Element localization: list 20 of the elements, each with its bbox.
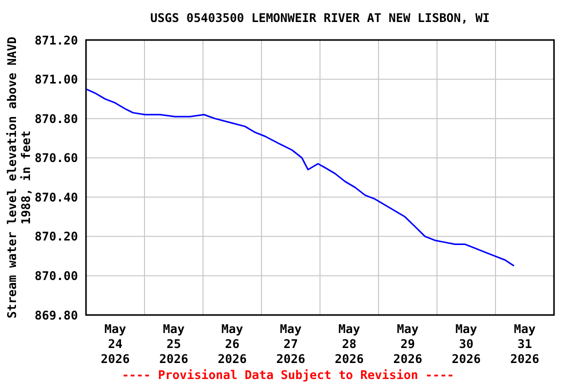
- y-tick-label: 871.00: [34, 72, 78, 87]
- x-tick-label: May 27 2026: [276, 322, 306, 366]
- x-tick-label: May 30 2026: [452, 322, 481, 366]
- chart-title: USGS 05403500 LEMONWEIR RIVER AT NEW LISBON, WI: [149, 11, 491, 25]
- y-tick-label: 870.00: [34, 268, 78, 283]
- x-tick-label: May 31 2026: [510, 322, 540, 366]
- x-tick-label: May 29 2026: [393, 322, 422, 366]
- text: ---- Provisional Data Subject to Revision ----: [120, 368, 456, 382]
- x-tick-label: May 26 2026: [218, 322, 247, 366]
- y-tick-label: 869.80: [34, 308, 78, 322]
- y-tick-label: 870.60: [34, 151, 78, 166]
- y-tick-label: 870.40: [34, 190, 78, 204]
- y-tick-label: 870.80: [34, 112, 78, 126]
- y-axis-title: Stream water level elevation above NAVD 1988, in feet: [5, 36, 33, 318]
- y-tick-label: 870.20: [34, 230, 78, 244]
- y-tick-label: 871.20: [34, 33, 78, 48]
- x-tick-label: May 25 2026: [159, 322, 188, 366]
- x-tick-label: May 28 2026: [334, 322, 364, 366]
- line-series: [86, 88, 515, 267]
- x-tick-label: May 24 2026: [100, 322, 130, 366]
